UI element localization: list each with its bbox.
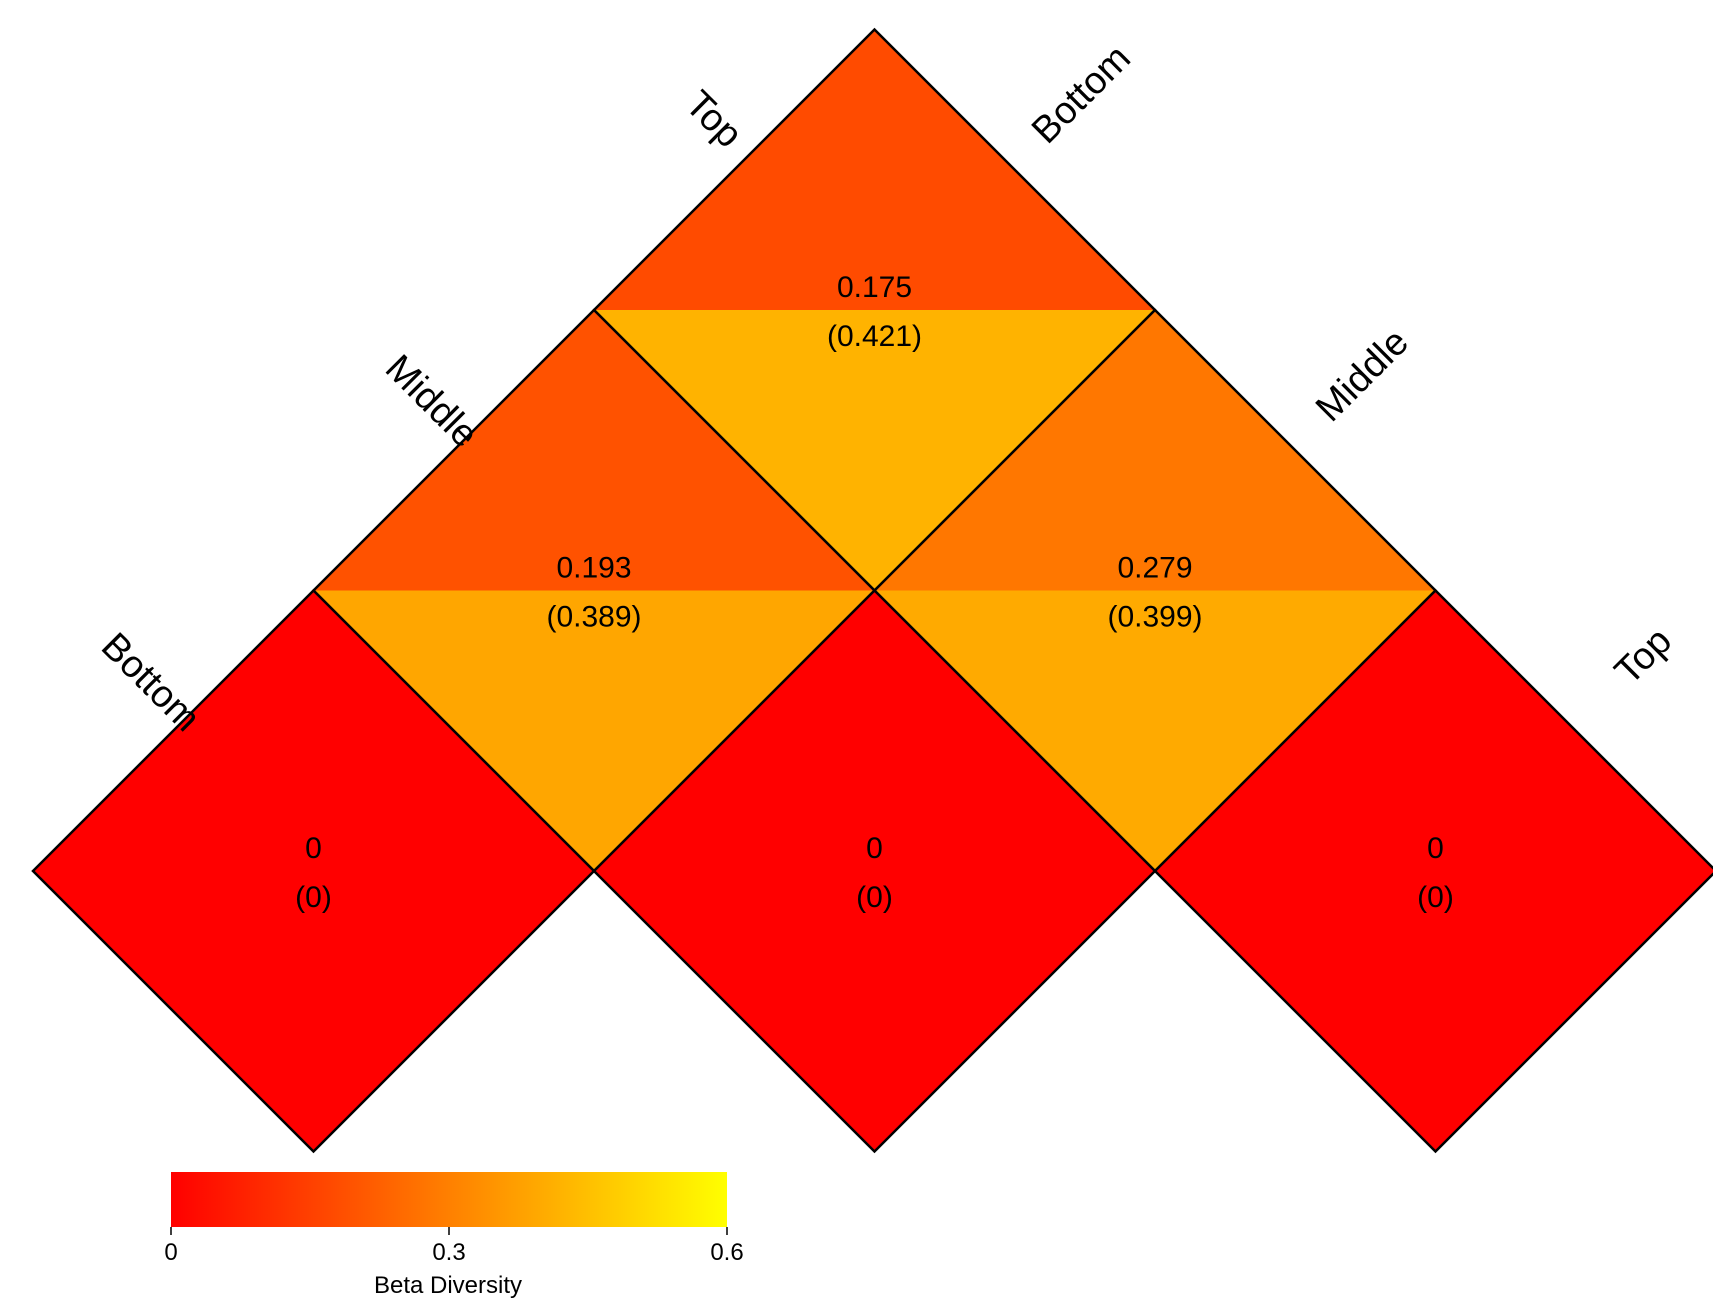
column-label: Bottom: [1024, 37, 1139, 152]
cell-lower-value: (0.389): [546, 601, 641, 634]
colorbar-title: Beta Diversity: [374, 1272, 522, 1299]
cell-upper-triangle: [594, 29, 1155, 310]
row-label: Bottom: [93, 625, 208, 740]
row-label: Top: [677, 83, 750, 156]
heatmap-cells: 0.175(0.421)0.193(0.389)0.279(0.399)0(0)…: [31, 27, 1713, 1154]
cell-upper-value: 0.175: [837, 271, 912, 304]
cell-lower-value: (0): [1417, 881, 1454, 914]
cell-lower-triangle: [594, 310, 1155, 591]
colorbar-tick-label: 0: [164, 1239, 177, 1266]
row-label: Middle: [377, 347, 486, 456]
cell-lower-value: (0.399): [1107, 601, 1202, 634]
colorbar-legend: 0 0.3 0.6 Beta Diversity: [164, 1172, 744, 1299]
cell-upper-triangle: [594, 590, 1155, 871]
heatmap-cell: 0.175 (0.421): [592, 27, 1157, 593]
heatmap-cell: 0(0): [592, 588, 1157, 1154]
cell-border: [1153, 588, 1713, 1154]
heatmap-cell: 0.279 (0.399): [872, 308, 1438, 873]
cell-lower-value: (0.421): [827, 320, 922, 353]
cell-lower-triangle: [1155, 871, 1713, 1152]
cell-upper-value: 0: [866, 832, 883, 865]
cell-upper-value: 0.279: [1117, 552, 1192, 585]
cell-upper-value: 0: [305, 832, 322, 865]
cell-upper-value: 0: [1427, 832, 1444, 865]
cell-upper-triangle: [33, 590, 594, 871]
cell-upper-triangle: [313, 310, 875, 591]
cell-lower-triangle: [33, 871, 594, 1152]
colorbar-tick-label: 0.3: [432, 1239, 465, 1266]
cell-upper-triangle: [874, 310, 1436, 591]
colorbar-gradient: [171, 1172, 727, 1227]
column-label: Top: [1607, 620, 1680, 693]
heatmap-cell: 0(0): [1153, 588, 1713, 1154]
cell-lower-triangle: [874, 590, 1436, 871]
cell-upper-triangle: [1155, 590, 1713, 871]
colorbar-tick-label: 0.6: [710, 1239, 743, 1266]
heatmap-cell: 0.193 (0.389): [311, 308, 877, 873]
cell-lower-triangle: [313, 590, 875, 871]
cell-lower-value: (0): [295, 881, 332, 914]
cell-upper-value: 0.193: [556, 552, 631, 585]
cell-lower-triangle: [594, 871, 1155, 1152]
cell-lower-value: (0): [856, 881, 893, 914]
column-label: Middle: [1308, 321, 1417, 430]
